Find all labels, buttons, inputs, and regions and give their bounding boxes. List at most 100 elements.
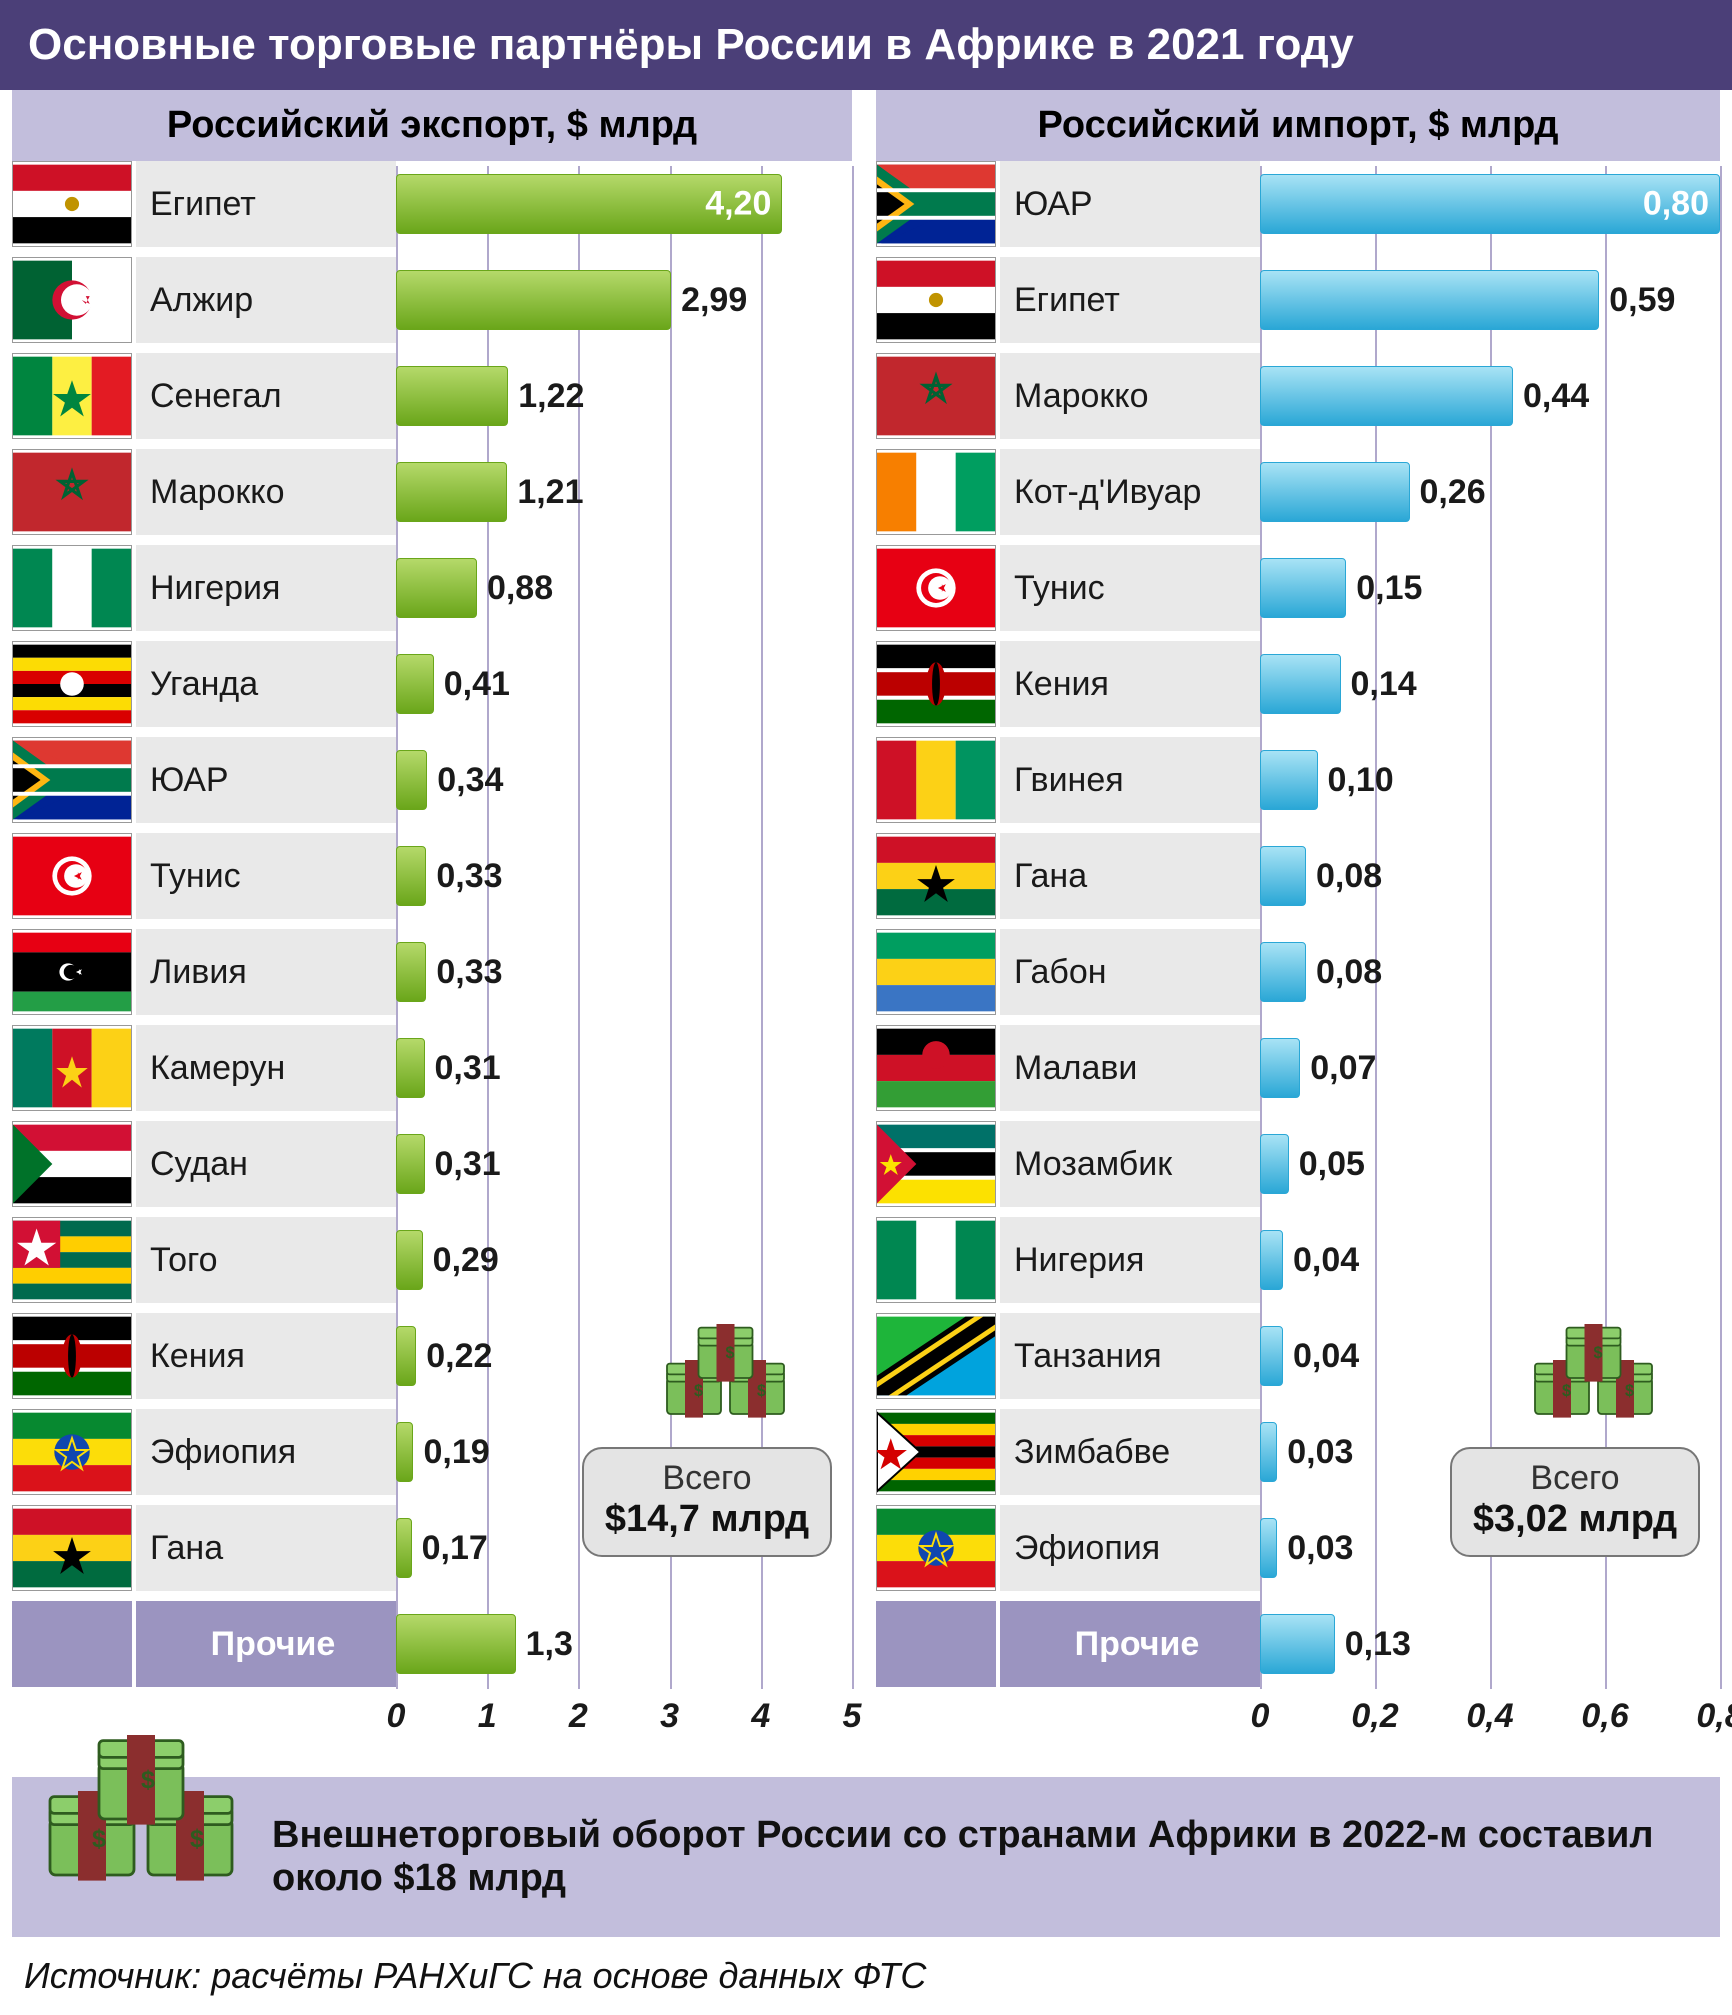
flag-gabon-icon bbox=[876, 929, 996, 1015]
country-label: Египет bbox=[1000, 257, 1260, 343]
bar-value: 0,10 bbox=[1328, 761, 1394, 800]
flag-tanzania-icon bbox=[876, 1313, 996, 1399]
bar-area: 0,08 bbox=[1260, 833, 1720, 919]
country-label: Ливия bbox=[136, 929, 396, 1015]
country-label: Гана bbox=[136, 1505, 396, 1591]
bar-value: 0,33 bbox=[436, 953, 502, 992]
export-row: Нигерия 0,88 bbox=[12, 545, 852, 631]
bar bbox=[1260, 1230, 1283, 1290]
svg-text:$: $ bbox=[92, 1825, 106, 1853]
bar-value: 0,59 bbox=[1609, 281, 1675, 320]
flag-sudan-icon bbox=[12, 1121, 132, 1207]
bar bbox=[396, 750, 427, 810]
bar-area: 0,44 bbox=[1260, 353, 1720, 439]
total-label: Всего bbox=[1460, 1459, 1690, 1498]
country-label: Тунис bbox=[1000, 545, 1260, 631]
bar bbox=[396, 1230, 423, 1290]
country-label: ЮАР bbox=[1000, 161, 1260, 247]
axis-tick: 0,2 bbox=[1351, 1697, 1398, 1736]
axis-tick: 0 bbox=[387, 1697, 406, 1736]
country-label: Судан bbox=[136, 1121, 396, 1207]
import-row: Кения 0,14 bbox=[876, 641, 1720, 727]
flag-kenya-icon bbox=[12, 1313, 132, 1399]
import-row: Габон 0,08 bbox=[876, 929, 1720, 1015]
axis-tick: 0,4 bbox=[1466, 1697, 1513, 1736]
axis-tick: 5 bbox=[843, 1697, 862, 1736]
export-row: Марокко 1,21 bbox=[12, 449, 852, 535]
bar-value: 0,13 bbox=[1345, 1625, 1411, 1664]
export-total-box: Всего $14,7 млрд bbox=[582, 1447, 832, 1557]
axis-tick: 3 bbox=[660, 1697, 679, 1736]
export-row: Камерун 0,31 bbox=[12, 1025, 852, 1111]
bar-area: 1,3 bbox=[396, 1601, 852, 1687]
bar-area: 0,33 bbox=[396, 833, 852, 919]
country-label: Египет bbox=[136, 161, 396, 247]
flag-cameroon-icon bbox=[12, 1025, 132, 1111]
footer-band: $ $ $ Внешнеторговый оборот России со ст… bbox=[12, 1777, 1720, 1937]
bar-value: 0,15 bbox=[1356, 569, 1422, 608]
bar-value: 0,08 bbox=[1316, 953, 1382, 992]
other-label: Прочие bbox=[1000, 1601, 1260, 1687]
country-label: Мозамбик bbox=[1000, 1121, 1260, 1207]
bar bbox=[396, 1038, 425, 1098]
flag-southafrica-icon bbox=[12, 737, 132, 823]
flag-guinea-icon bbox=[876, 737, 996, 823]
flag-ivorycoast-icon bbox=[876, 449, 996, 535]
export-row: Судан 0,31 bbox=[12, 1121, 852, 1207]
bar-area: 0,80 bbox=[1260, 161, 1720, 247]
import-row: Гвинея 0,10 bbox=[876, 737, 1720, 823]
bar-area: 2,99 bbox=[396, 257, 852, 343]
bar: 4,20 bbox=[396, 174, 782, 234]
bar-value: 1,22 bbox=[518, 377, 584, 416]
bar-area: 0,34 bbox=[396, 737, 852, 823]
country-label: Кения bbox=[136, 1313, 396, 1399]
bar-area: 1,21 bbox=[396, 449, 852, 535]
bar-area: 0,07 bbox=[1260, 1025, 1720, 1111]
flag-libya-icon bbox=[12, 929, 132, 1015]
import-axis: 00,20,40,60,8 bbox=[1260, 1697, 1720, 1757]
money-pile-icon: $ $ $ bbox=[1526, 1306, 1670, 1437]
import-total-box: Всего $3,02 млрд bbox=[1450, 1447, 1700, 1557]
bar-value: 0,03 bbox=[1287, 1529, 1353, 1568]
bar-value: 0,31 bbox=[435, 1145, 501, 1184]
bar-value: 0,31 bbox=[435, 1049, 501, 1088]
bar-value: 0,03 bbox=[1287, 1433, 1353, 1472]
import-row: Египет 0,59 bbox=[876, 257, 1720, 343]
source-line: Источник: расчёты РАНХиГС на основе данн… bbox=[0, 1937, 1732, 2015]
flag-morocco-icon bbox=[876, 353, 996, 439]
bar bbox=[1260, 462, 1410, 522]
bar-value: 0,88 bbox=[487, 569, 553, 608]
country-label: Нигерия bbox=[136, 545, 396, 631]
bar bbox=[396, 462, 507, 522]
export-row: Сенегал 1,22 bbox=[12, 353, 852, 439]
svg-text:$: $ bbox=[757, 1382, 766, 1400]
export-axis: 012345 bbox=[396, 1697, 852, 1757]
bar bbox=[396, 1518, 412, 1578]
total-label: Всего bbox=[592, 1459, 822, 1498]
bar-value: 0,07 bbox=[1310, 1049, 1376, 1088]
bar bbox=[396, 654, 434, 714]
country-label: Кот-д'Ивуар bbox=[1000, 449, 1260, 535]
svg-text:$: $ bbox=[1625, 1382, 1634, 1400]
money-pile-icon: $ $ $ bbox=[658, 1306, 802, 1437]
import-row: Тунис 0,15 bbox=[876, 545, 1720, 631]
bar-value: 0,14 bbox=[1351, 665, 1417, 704]
svg-text:$: $ bbox=[726, 1344, 735, 1362]
footer-note: Внешнеторговый оборот России со странами… bbox=[272, 1814, 1696, 1900]
flag-kenya-icon bbox=[876, 641, 996, 727]
bar bbox=[396, 1326, 416, 1386]
bar-value: 0,04 bbox=[1293, 1241, 1359, 1280]
bar-value: 0,44 bbox=[1523, 377, 1589, 416]
country-label: Гана bbox=[1000, 833, 1260, 919]
bar-area: 0,59 bbox=[1260, 257, 1720, 343]
other-flag-spacer bbox=[12, 1601, 132, 1687]
bar-value: 0,29 bbox=[433, 1241, 499, 1280]
country-label: Камерун bbox=[136, 1025, 396, 1111]
bar-area: 0,15 bbox=[1260, 545, 1720, 631]
import-row: ЮАР 0,80 bbox=[876, 161, 1720, 247]
flag-ghana-icon bbox=[12, 1505, 132, 1591]
bar bbox=[1260, 1038, 1300, 1098]
bar-area: 0,14 bbox=[1260, 641, 1720, 727]
bar bbox=[396, 270, 671, 330]
country-label: ЮАР bbox=[136, 737, 396, 823]
